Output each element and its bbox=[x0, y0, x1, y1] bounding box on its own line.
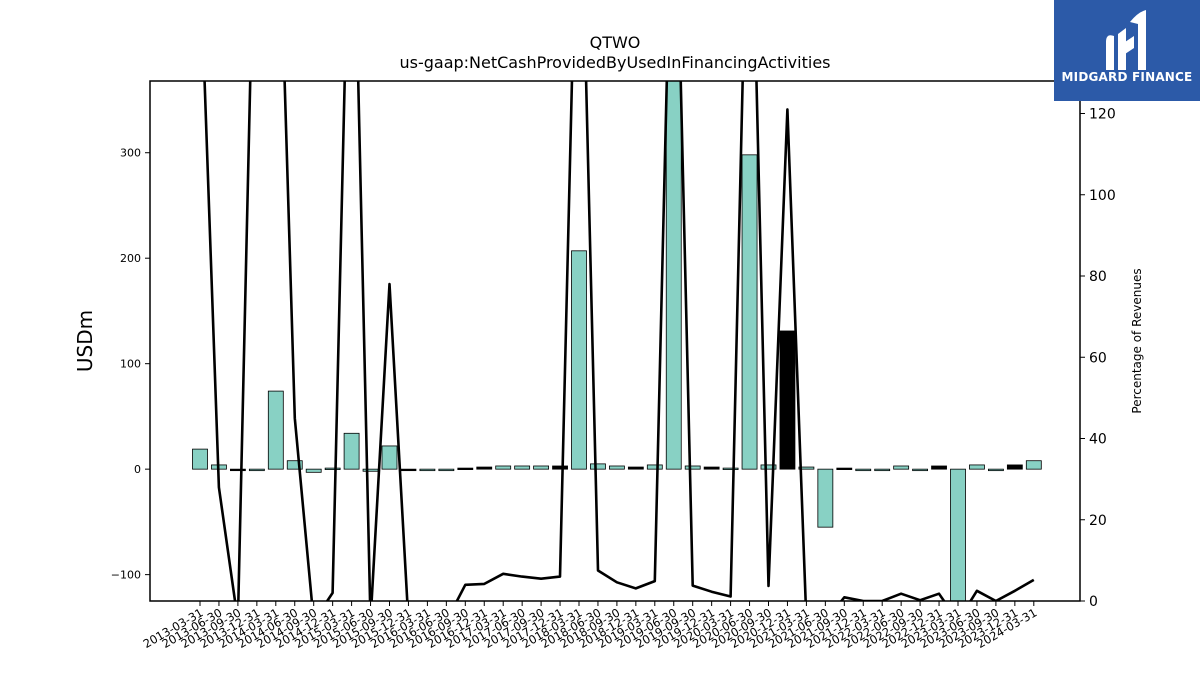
y2-axis-label: Percentage of Revenues bbox=[1130, 268, 1144, 413]
bar-2014-12-31 bbox=[324, 467, 341, 470]
bar-2020-12-31 bbox=[779, 330, 796, 470]
y-tick-label: −100 bbox=[111, 569, 141, 582]
y2-tick-label: 100 bbox=[1089, 188, 1116, 204]
bar-2021-12-31 bbox=[855, 468, 872, 472]
bar-2017-12-31 bbox=[552, 465, 568, 470]
bar-2019-06-30 bbox=[665, 81, 682, 470]
bar-2022-12-31 bbox=[931, 465, 947, 470]
bar-2021-03-31 bbox=[798, 466, 815, 470]
y-tick-label: 300 bbox=[120, 147, 141, 160]
bar-2016-12-31 bbox=[476, 466, 493, 470]
bar-2016-09-30 bbox=[457, 467, 474, 470]
y2-tick-label: 60 bbox=[1089, 350, 1107, 366]
bar-2014-03-31 bbox=[267, 390, 284, 470]
bar-2018-12-31 bbox=[627, 466, 644, 470]
bar-2019-09-30 bbox=[684, 465, 701, 470]
bar-2020-03-31 bbox=[722, 467, 739, 470]
bar-2023-06-30 bbox=[969, 464, 985, 470]
bar-2014-06-30 bbox=[286, 460, 303, 470]
bar-2015-03-31 bbox=[343, 432, 360, 470]
plot-frame bbox=[149, 80, 1081, 602]
y-axis-label: USDm bbox=[73, 310, 97, 372]
percent-of-revenue-line bbox=[203, 81, 1035, 601]
bar-2021-09-30 bbox=[836, 467, 853, 470]
bar-2018-03-31 bbox=[571, 250, 587, 470]
bar-series bbox=[192, 81, 1042, 601]
bar-2019-12-31 bbox=[703, 466, 720, 470]
bar-2014-09-30 bbox=[305, 468, 322, 473]
bar-2013-09-30 bbox=[229, 468, 246, 472]
y2-tick-label: 80 bbox=[1089, 269, 1107, 285]
bar-2023-12-31 bbox=[1006, 464, 1023, 470]
midgard-finance-logo: MIDGARD FINANCE bbox=[1054, 0, 1200, 101]
bar-2018-09-30 bbox=[609, 465, 625, 470]
bar-2018-06-30 bbox=[590, 463, 606, 470]
bar-2023-09-30 bbox=[988, 468, 1004, 472]
bar-2022-09-30 bbox=[912, 468, 928, 472]
bar-2013-12-31 bbox=[248, 468, 265, 472]
bar-2021-06-30 bbox=[817, 468, 834, 528]
bar-2016-06-30 bbox=[438, 468, 455, 472]
bar-2019-03-31 bbox=[646, 464, 663, 470]
bar-2015-09-30 bbox=[381, 445, 398, 470]
bar-2017-03-31 bbox=[495, 465, 512, 470]
chart-subtitle: us-gaap:NetCashProvidedByUsedInFinancing… bbox=[399, 53, 830, 72]
y2-tick-label: 20 bbox=[1089, 513, 1107, 529]
bar-2017-09-30 bbox=[533, 465, 549, 470]
bar-2020-09-30 bbox=[760, 464, 777, 470]
bar-2024-03-31 bbox=[1025, 460, 1042, 470]
bar-2022-03-31 bbox=[874, 468, 891, 472]
y-tick-label: 0 bbox=[134, 463, 141, 476]
y-tick-label: 100 bbox=[120, 358, 141, 371]
y2-tick-label: 0 bbox=[1089, 594, 1098, 610]
y2-tick-label: 40 bbox=[1089, 432, 1107, 448]
line-series bbox=[203, 81, 1035, 601]
bar-2016-03-31 bbox=[419, 468, 436, 472]
bar-2015-12-31 bbox=[400, 468, 417, 472]
bar-2023-03-31 bbox=[950, 468, 966, 601]
bar-2020-06-30 bbox=[741, 154, 758, 470]
bar-2015-06-30 bbox=[362, 468, 379, 472]
logo-text: MIDGARD FINANCE bbox=[1061, 70, 1193, 84]
bar-2017-06-30 bbox=[514, 465, 531, 470]
y2-tick-label: 120 bbox=[1089, 107, 1116, 123]
chart-title: QTWO bbox=[590, 33, 641, 52]
midgard-logo-icon bbox=[1106, 10, 1146, 70]
bar-2013-03-31 bbox=[192, 448, 208, 470]
bar-2022-06-30 bbox=[893, 465, 910, 470]
y-tick-label: 200 bbox=[120, 252, 141, 265]
